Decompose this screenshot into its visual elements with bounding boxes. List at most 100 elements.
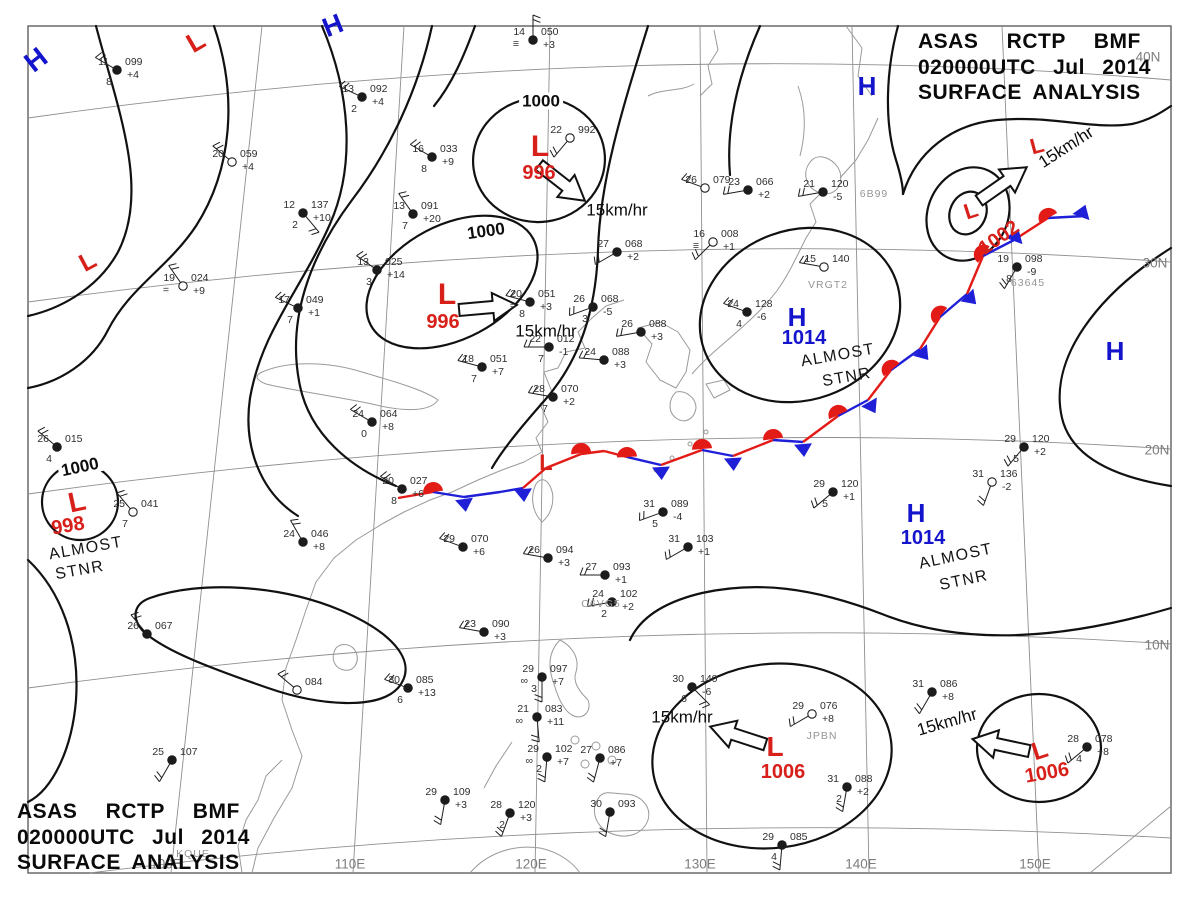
wind-barb-tick	[798, 255, 805, 263]
station-cloud-circle	[52, 442, 62, 452]
station-text: 28	[533, 383, 545, 395]
station-text: 29	[1004, 433, 1016, 445]
station-text: 29	[425, 786, 437, 798]
station-text: 25	[113, 498, 125, 510]
wind-barb-tick	[1006, 455, 1012, 463]
speed-label: 15km/hr	[914, 704, 980, 740]
station-text: -4	[673, 511, 682, 523]
isobars-path	[26, 24, 133, 318]
station-id-label: JPBN	[807, 730, 838, 742]
station-text: 22	[529, 333, 541, 345]
wind-barb-shaft	[440, 804, 445, 825]
coastlines-path	[647, 83, 695, 97]
station-text: 051	[538, 288, 556, 300]
graticule-path	[170, 25, 263, 874]
station-text: 18	[462, 353, 474, 365]
wind-barb-shaft	[459, 627, 480, 632]
station-plot: 29 097+7 3∞	[521, 663, 568, 703]
wind-barb-tick	[727, 185, 730, 194]
station-text: 120	[841, 478, 859, 490]
wind-barb-tick	[552, 146, 558, 154]
wind-barb-tick	[598, 831, 606, 838]
station-text: 27	[597, 238, 609, 250]
station-text: 051	[490, 353, 508, 365]
stationary-front-segment	[918, 316, 942, 350]
latitude-label: 20N	[1144, 442, 1170, 458]
stationary-front-segment	[732, 438, 774, 458]
station-text: +1	[615, 574, 627, 586]
station-text: +8	[822, 713, 834, 725]
station-cloud-circle	[403, 683, 413, 693]
wind-barb-tick	[156, 771, 163, 779]
station-text: 068	[601, 293, 619, 305]
station-cloud-circle	[542, 752, 552, 762]
wind-barb-tick	[691, 252, 696, 260]
station-cloud-circle	[700, 183, 710, 193]
stationary-front-segment	[837, 398, 869, 418]
station-text: -6	[702, 686, 711, 698]
wind-barb-tick	[528, 339, 532, 348]
station-id-label: VRGT2	[808, 279, 848, 291]
station-cloud-circle	[777, 840, 787, 850]
station-text: +6	[412, 488, 424, 500]
station-text: 7	[287, 314, 293, 326]
isobars-path	[432, 24, 477, 108]
wind-barb-tick	[914, 707, 920, 714]
station-text: 093	[618, 798, 636, 810]
station-cloud-circle	[987, 477, 997, 487]
wind-barb-shaft	[842, 791, 847, 812]
wind-barb-tick	[810, 500, 815, 509]
station-text: 16	[693, 228, 705, 240]
wind-barb-tick	[495, 830, 502, 837]
station-text: -5	[833, 191, 842, 203]
station-text: 20	[510, 288, 522, 300]
station-text: 109	[453, 786, 471, 798]
wind-barb-shaft	[116, 492, 131, 510]
station-text: 7	[542, 403, 548, 415]
graticule-path	[352, 25, 405, 874]
station-cloud-circle	[595, 753, 605, 763]
title-block-top-right: ASAS RCTP BMF 020000UTC Jul 2014 SURFACE…	[918, 29, 1170, 106]
station-text: =	[510, 300, 516, 312]
station-text: 30	[388, 674, 400, 686]
title-line-datetime: 020000UTC Jul 2014	[918, 55, 1151, 79]
wind-barb-tick	[668, 549, 671, 558]
station-text: 067	[155, 620, 173, 632]
station-text: 8	[519, 308, 525, 320]
wind-barb-tick	[916, 703, 923, 711]
station-text: 24	[283, 528, 295, 540]
stationary-front-segment	[580, 449, 605, 456]
station-text: 5	[822, 498, 828, 510]
wind-barb-tick	[792, 716, 795, 725]
station-cloud-circle	[505, 808, 515, 818]
movement-note: STNR	[937, 567, 990, 594]
station-cloud-circle	[408, 209, 418, 219]
station-cloud-circle	[543, 553, 553, 563]
stationary-front-segment	[660, 448, 703, 467]
wind-barb-tick	[384, 673, 391, 680]
station-text: 102	[555, 743, 573, 755]
station-text: 8	[391, 495, 397, 507]
isobars-path	[294, 24, 434, 488]
station-text: 046	[311, 528, 329, 540]
station-text: 8	[106, 76, 112, 88]
station-plot: 29 120+2 5	[1003, 433, 1050, 467]
stationary-front-segment	[890, 348, 921, 371]
station-plot: 29 109+3	[425, 786, 471, 826]
station-text: 025	[385, 256, 403, 268]
cold-front-symbol	[455, 497, 473, 512]
wind-barb-shaft	[813, 494, 831, 509]
station-plot: 11 099+4 8	[95, 52, 143, 88]
wind-barb-tick	[338, 80, 346, 87]
station-plot: 27 093+1	[579, 561, 631, 586]
station-text: 088	[649, 318, 667, 330]
station-text: +14	[387, 269, 405, 281]
station-text: 31	[668, 533, 680, 545]
wind-barb-tick	[685, 174, 692, 182]
wind-barb-tick	[434, 815, 442, 821]
station-text: 2	[499, 819, 505, 831]
station-text: 20	[212, 148, 224, 160]
longitude-label: 140E	[845, 856, 877, 872]
wind-barb-tick	[281, 672, 289, 678]
wind-barb-tick	[615, 328, 619, 337]
